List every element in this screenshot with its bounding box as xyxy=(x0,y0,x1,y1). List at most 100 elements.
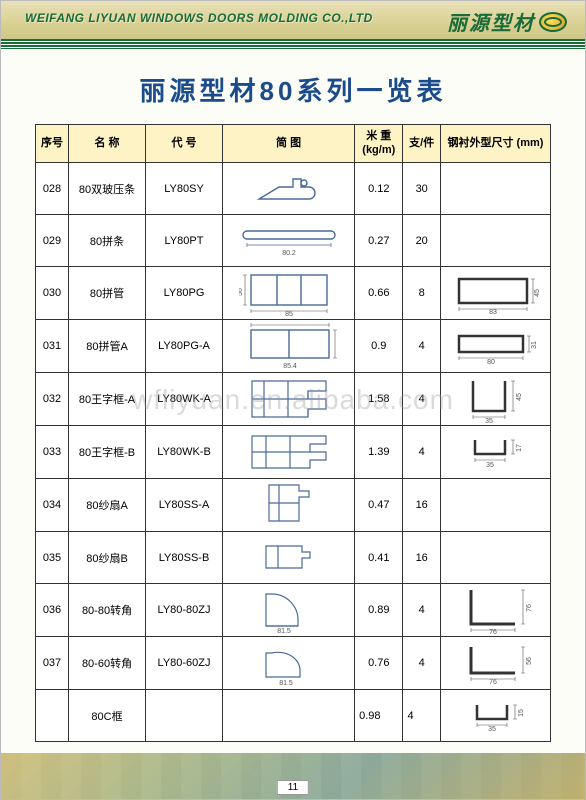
company-name-en: WEIFANG LIYUAN WINDOWS DOORS MOLDING CO.… xyxy=(25,11,373,25)
cell-seq: 029 xyxy=(36,215,69,267)
brand-logo-icon xyxy=(539,12,567,32)
cell-name: 80纱扇B xyxy=(69,532,146,584)
cell-weight: 0.98 xyxy=(355,690,403,742)
cell-code: LY80PT xyxy=(146,215,223,267)
cell-drawing xyxy=(223,426,355,479)
table-body: 028 80双玻压条 LY80SY 0.12 30 xyxy=(36,163,551,742)
corner-80-80-icon: 81.5 xyxy=(254,586,324,634)
svg-text:35: 35 xyxy=(487,462,495,469)
cell-liner xyxy=(440,163,550,215)
cell-name: 80-60转角 xyxy=(69,637,146,690)
cell-qty: 4 xyxy=(403,320,440,373)
wang-frame-b-icon xyxy=(244,428,334,476)
cell-qty: 8 xyxy=(403,267,440,320)
mullion-tube-icon: 85 56 xyxy=(239,269,339,317)
cell-weight: 0.12 xyxy=(355,163,403,215)
liner-u-channel-icon: 35 45 xyxy=(455,375,535,423)
mullion-strip-icon: 80.2 xyxy=(239,221,339,261)
cell-liner: 76 56 xyxy=(440,637,550,690)
cell-weight: 0.89 xyxy=(355,584,403,637)
cell-name: 80王字框-B xyxy=(69,426,146,479)
cell-name: 80双玻压条 xyxy=(69,163,146,215)
cell-seq: 036 xyxy=(36,584,69,637)
cell-liner: 35 45 xyxy=(440,373,550,426)
table-row: 028 80双玻压条 LY80SY 0.12 30 xyxy=(36,163,551,215)
col-header-drawing: 简 图 xyxy=(223,125,355,163)
brand-name-cn: 丽源型材 xyxy=(447,7,535,36)
cell-name: 80C框 xyxy=(69,690,146,742)
wang-frame-a-icon xyxy=(244,375,334,423)
svg-text:81.5: 81.5 xyxy=(279,680,293,687)
liner-l-angle-icon: 76 56 xyxy=(453,641,537,685)
cell-seq: 030 xyxy=(36,267,69,320)
svg-text:85.4: 85.4 xyxy=(283,363,297,370)
page-number: 11 xyxy=(277,780,309,795)
cell-code: LY80-60ZJ xyxy=(146,637,223,690)
cell-weight: 0.27 xyxy=(355,215,403,267)
cell-name: 80拼管 xyxy=(69,267,146,320)
svg-text:31: 31 xyxy=(531,341,538,349)
cell-name: 80拼条 xyxy=(69,215,146,267)
cell-seq: 034 xyxy=(36,479,69,532)
table-row: 030 80拼管 LY80PG xyxy=(36,267,551,320)
cell-qty: 4 xyxy=(403,373,440,426)
cell-qty: 4 xyxy=(403,690,440,742)
col-header-name: 名 称 xyxy=(69,125,146,163)
cell-seq: 037 xyxy=(36,637,69,690)
cell-drawing: 81.5 xyxy=(223,637,355,690)
svg-text:56: 56 xyxy=(526,657,533,665)
cell-code: LY80PG-A xyxy=(146,320,223,373)
corner-80-60-icon: 81.5 xyxy=(254,639,324,687)
screen-sash-a-icon xyxy=(254,481,324,529)
brand-block: 丽源型材 xyxy=(447,7,567,36)
col-header-seq: 序号 xyxy=(36,125,69,163)
svg-text:15: 15 xyxy=(518,709,525,717)
cell-weight: 0.9 xyxy=(355,320,403,373)
cell-name: 80纱扇A xyxy=(69,479,146,532)
cell-qty: 4 xyxy=(403,637,440,690)
cell-qty: 4 xyxy=(403,426,440,479)
cell-weight: 0.76 xyxy=(355,637,403,690)
table-header-row: 序号 名 称 代 号 简 图 米 重 (kg/m) 支/件 钢衬外型尺寸 (mm… xyxy=(36,125,551,163)
cell-qty: 16 xyxy=(403,479,440,532)
table-row: 034 80纱扇A LY80SS-A 0.47 16 xyxy=(36,479,551,532)
svg-text:83: 83 xyxy=(490,309,498,315)
cell-seq: 033 xyxy=(36,426,69,479)
cell-weight: 0.41 xyxy=(355,532,403,584)
cell-code: LY80SS-B xyxy=(146,532,223,584)
cell-drawing xyxy=(223,690,355,742)
cell-seq: 032 xyxy=(36,373,69,426)
table-row: 029 80拼条 LY80PT 80.2 0.27 xyxy=(36,215,551,267)
cell-weight: 1.39 xyxy=(355,426,403,479)
cell-qty: 16 xyxy=(403,532,440,584)
spec-table: 序号 名 称 代 号 简 图 米 重 (kg/m) 支/件 钢衬外型尺寸 (mm… xyxy=(35,124,551,742)
col-header-qty: 支/件 xyxy=(403,125,440,163)
table-row: 035 80纱扇B LY80SS-B 0.41 16 xyxy=(36,532,551,584)
cell-weight: 0.66 xyxy=(355,267,403,320)
page-title: 丽源型材80系列一览表 xyxy=(1,71,585,108)
svg-text:45: 45 xyxy=(534,289,541,297)
cell-liner: 35 17 xyxy=(440,426,550,479)
cell-seq: 035 xyxy=(36,532,69,584)
cell-qty: 30 xyxy=(403,163,440,215)
cell-liner: 35 15 xyxy=(440,690,550,742)
liner-rect-icon: 83 45 xyxy=(449,271,541,315)
svg-text:81.5: 81.5 xyxy=(277,628,291,634)
cell-liner xyxy=(440,215,550,267)
mullion-tube-a-icon: 85.4 xyxy=(239,322,339,370)
cell-drawing xyxy=(223,373,355,426)
svg-text:80: 80 xyxy=(488,359,496,366)
cell-name: 80-80转角 xyxy=(69,584,146,637)
svg-text:85: 85 xyxy=(285,311,293,317)
cell-code: LY80WK-A xyxy=(146,373,223,426)
screen-sash-b-icon xyxy=(254,538,324,578)
cell-drawing xyxy=(223,532,355,584)
svg-text:35: 35 xyxy=(486,418,494,423)
svg-text:76: 76 xyxy=(490,629,498,634)
cell-liner: 76 76 xyxy=(440,584,550,637)
cell-weight: 1.58 xyxy=(355,373,403,426)
col-header-liner: 钢衬外型尺寸 (mm) xyxy=(440,125,550,163)
cell-liner: 80 31 xyxy=(440,320,550,373)
table-row: 036 80-80转角 LY80-80ZJ 81.5 0.89 4 xyxy=(36,584,551,637)
cell-code: LY80WK-B xyxy=(146,426,223,479)
